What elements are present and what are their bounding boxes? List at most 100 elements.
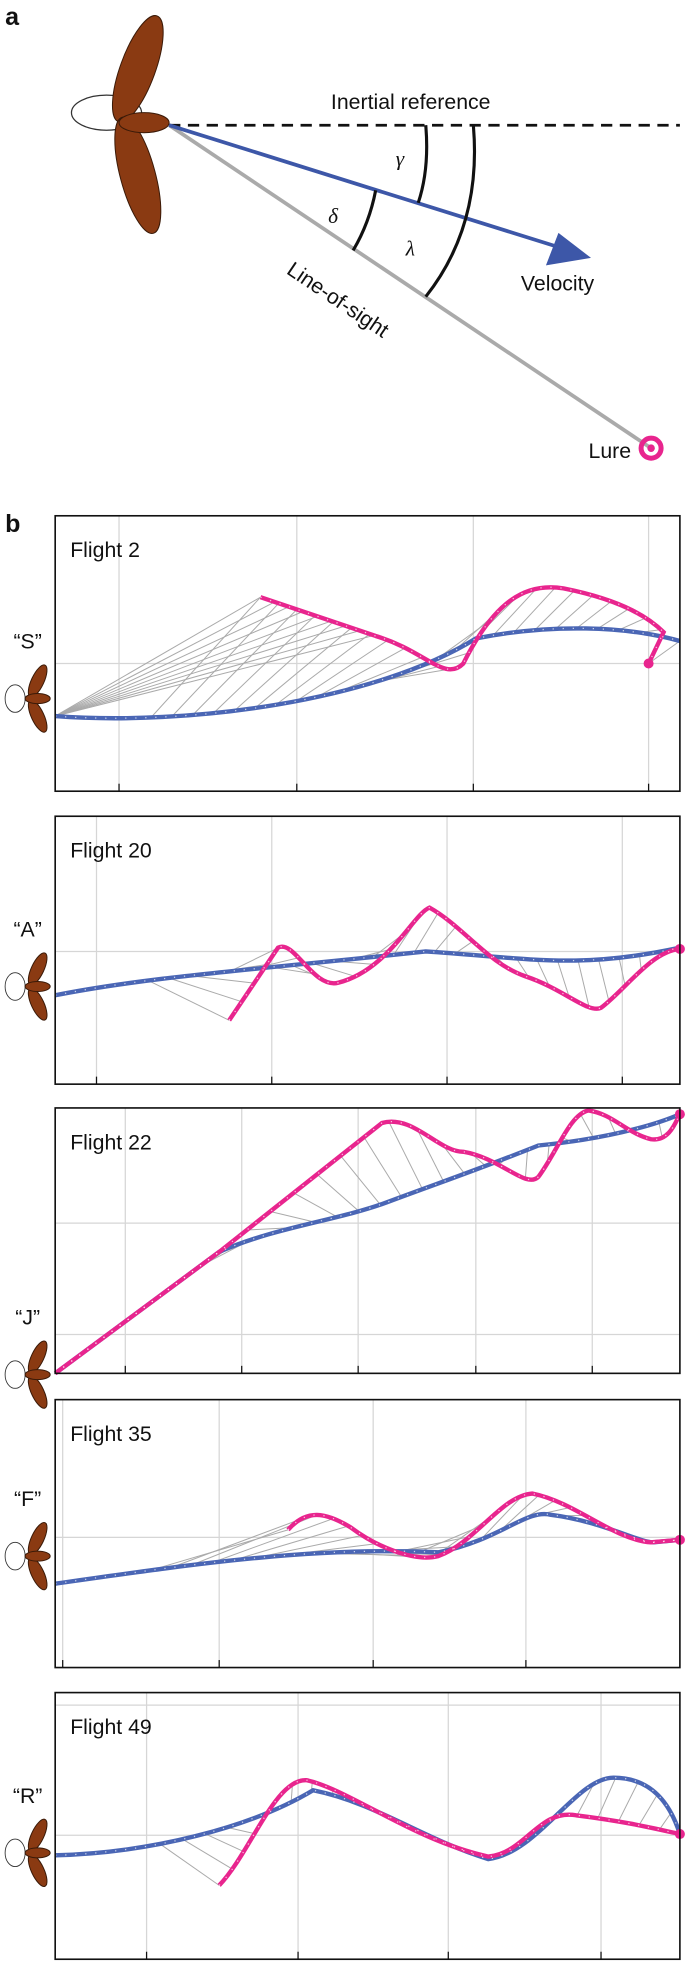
trajectory-dots [55, 1777, 681, 1860]
sight-line [555, 595, 594, 630]
trajectory-dots [55, 627, 681, 719]
sight-line [204, 1833, 244, 1853]
flight-letter: “S” [13, 629, 41, 653]
sight-line [290, 1784, 293, 1803]
sight-line [577, 960, 590, 1008]
lure-center [647, 444, 655, 452]
sight-line [232, 1525, 349, 1561]
sight-line [638, 1794, 658, 1826]
line-of-sight [168, 123, 653, 450]
sight-line [189, 975, 255, 984]
lure-trajectory [259, 585, 667, 672]
sight-line [454, 940, 474, 954]
sight-line [557, 960, 570, 998]
sight-line [516, 958, 530, 978]
hawk-icon-body [24, 1847, 51, 1859]
label: λ [405, 236, 415, 260]
sight-line [363, 1136, 402, 1198]
lure-end [643, 658, 654, 669]
sight-line [54, 601, 275, 717]
lure [638, 435, 664, 461]
sight-line [170, 1518, 302, 1569]
sight-line [534, 590, 575, 631]
sight-line [311, 962, 356, 977]
lure-trajectory [217, 1778, 681, 1887]
sight-line [54, 596, 261, 717]
sight-line [192, 609, 298, 716]
sight-line [54, 611, 304, 717]
flight-title: Flight 49 [70, 1715, 152, 1739]
sight-line [388, 1121, 423, 1190]
label: δ [328, 204, 339, 228]
hawk-icon-tail [4, 1838, 26, 1868]
hawk-icon-tail [4, 1360, 26, 1389]
sight-line [229, 946, 281, 972]
panel-label: a [5, 3, 20, 31]
sight-line [275, 633, 370, 706]
sight-line [55, 615, 318, 717]
hawk-icon-tail [4, 684, 26, 713]
lure-trajectory [286, 1491, 681, 1560]
panel-label: b [5, 510, 20, 538]
sight-line [55, 630, 360, 717]
sight-line [399, 1536, 470, 1552]
panel-frame [54, 1107, 681, 1375]
hawk-trajectory [54, 1511, 681, 1586]
sight-line [254, 627, 352, 709]
hawk [70, 15, 170, 234]
sight-line [55, 620, 332, 717]
sight-lines [148, 912, 681, 1021]
trajectory-dots [55, 1513, 680, 1585]
sight-line [211, 1518, 334, 1564]
trajectory-dots [54, 1113, 681, 1374]
sight-line [480, 1495, 523, 1540]
flight-letter: “J” [15, 1306, 40, 1330]
trajectory-dots [54, 1109, 681, 1374]
trajectory-dots [228, 906, 680, 1021]
label: γ [396, 146, 405, 170]
label: Velocity [521, 271, 595, 295]
panel-frame [54, 514, 681, 793]
flight-panel: Flight 2 “S” [4, 514, 681, 793]
sight-line [648, 640, 681, 664]
sight-line [55, 634, 375, 717]
panel-frame [54, 1398, 681, 1669]
flight-title: Flight 20 [70, 839, 152, 863]
sight-line [536, 959, 550, 987]
flight-letter: “F” [14, 1487, 41, 1511]
hawk-icon-body [24, 980, 51, 993]
hawk-icon-body [24, 693, 51, 705]
sight-line [499, 1494, 540, 1532]
sight-line [413, 912, 439, 953]
sight-line [159, 1843, 220, 1886]
velocity-arrow [168, 123, 562, 250]
panel-frame [54, 1691, 681, 1961]
sight-line [658, 1121, 663, 1138]
sight-line [659, 1812, 672, 1830]
sight-line [580, 1113, 594, 1139]
sight-line [524, 1149, 529, 1179]
arrowhead [545, 232, 592, 266]
sight-line [576, 1783, 595, 1816]
sight-line [295, 639, 389, 702]
trajectory-dots [218, 1779, 681, 1886]
label: Line-of-sight [283, 257, 394, 342]
hawk-icon-body [24, 1369, 51, 1381]
panel-frame [54, 815, 681, 1085]
gamma-arc [416, 125, 429, 204]
sight-line [316, 1173, 360, 1212]
sight-line [492, 588, 537, 636]
sight-line [336, 656, 423, 693]
flight-panel: Flight 22 “J” [4, 1107, 685, 1409]
sight-line [340, 1155, 381, 1205]
sight-line [233, 621, 334, 712]
hawk-icon-tail [4, 1541, 26, 1571]
flight-title: Flight 2 [70, 538, 140, 562]
label: Inertial reference [331, 90, 491, 114]
sight-line [513, 587, 556, 633]
sight-line [150, 596, 261, 718]
flight-title: Flight 35 [70, 1422, 152, 1446]
sight-line [576, 600, 612, 629]
